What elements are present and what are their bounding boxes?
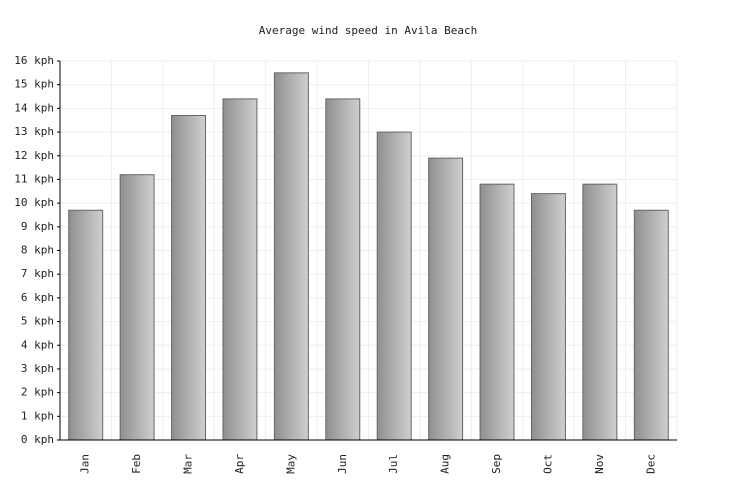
x-tick-label: Jul xyxy=(387,454,400,474)
y-tick-label: 15 kph xyxy=(14,78,54,91)
x-tick-label: Dec xyxy=(644,454,657,474)
bar xyxy=(582,183,618,441)
x-tick-label: Sep xyxy=(490,454,503,474)
y-tick-label: 6 kph xyxy=(21,291,54,304)
bar xyxy=(376,131,412,441)
bar xyxy=(325,98,361,441)
y-tick-label: 0 kph xyxy=(21,433,54,446)
bar xyxy=(428,157,464,441)
bar xyxy=(222,98,258,441)
y-tick-label: 10 kph xyxy=(14,196,54,209)
y-tick-label: 3 kph xyxy=(21,362,54,375)
bar xyxy=(479,183,515,441)
bar xyxy=(273,72,309,441)
x-tick-label: Mar xyxy=(182,454,195,474)
y-tick-label: 12 kph xyxy=(14,149,54,162)
x-tick-label: Apr xyxy=(233,454,246,474)
bar xyxy=(68,209,104,441)
y-tick-label: 14 kph xyxy=(14,101,54,114)
y-tick-label: 9 kph xyxy=(21,220,54,233)
x-tick-label: Jan xyxy=(79,454,92,474)
bar xyxy=(633,209,669,441)
y-tick-label: 13 kph xyxy=(14,125,54,138)
y-tick-label: 7 kph xyxy=(21,267,54,280)
y-tick-label: 5 kph xyxy=(21,315,54,328)
x-tick-label: Feb xyxy=(130,454,143,474)
bar xyxy=(171,114,207,441)
x-tick-label: Aug xyxy=(439,454,452,474)
y-tick-label: 11 kph xyxy=(14,172,54,185)
x-tick-label: Jun xyxy=(336,454,349,474)
y-tick-label: 2 kph xyxy=(21,386,54,399)
chart-title: Average wind speed in Avila Beach xyxy=(259,24,478,37)
x-tick-label: Nov xyxy=(593,454,606,474)
x-tick-label: Oct xyxy=(541,454,554,474)
bar xyxy=(119,174,155,441)
y-tick-label: 8 kph xyxy=(21,244,54,257)
bar xyxy=(530,193,566,441)
y-tick-label: 4 kph xyxy=(21,338,54,351)
y-tick-label: 16 kph xyxy=(14,54,54,67)
y-tick-label: 1 kph xyxy=(21,409,54,422)
x-tick-label: May xyxy=(284,454,297,474)
